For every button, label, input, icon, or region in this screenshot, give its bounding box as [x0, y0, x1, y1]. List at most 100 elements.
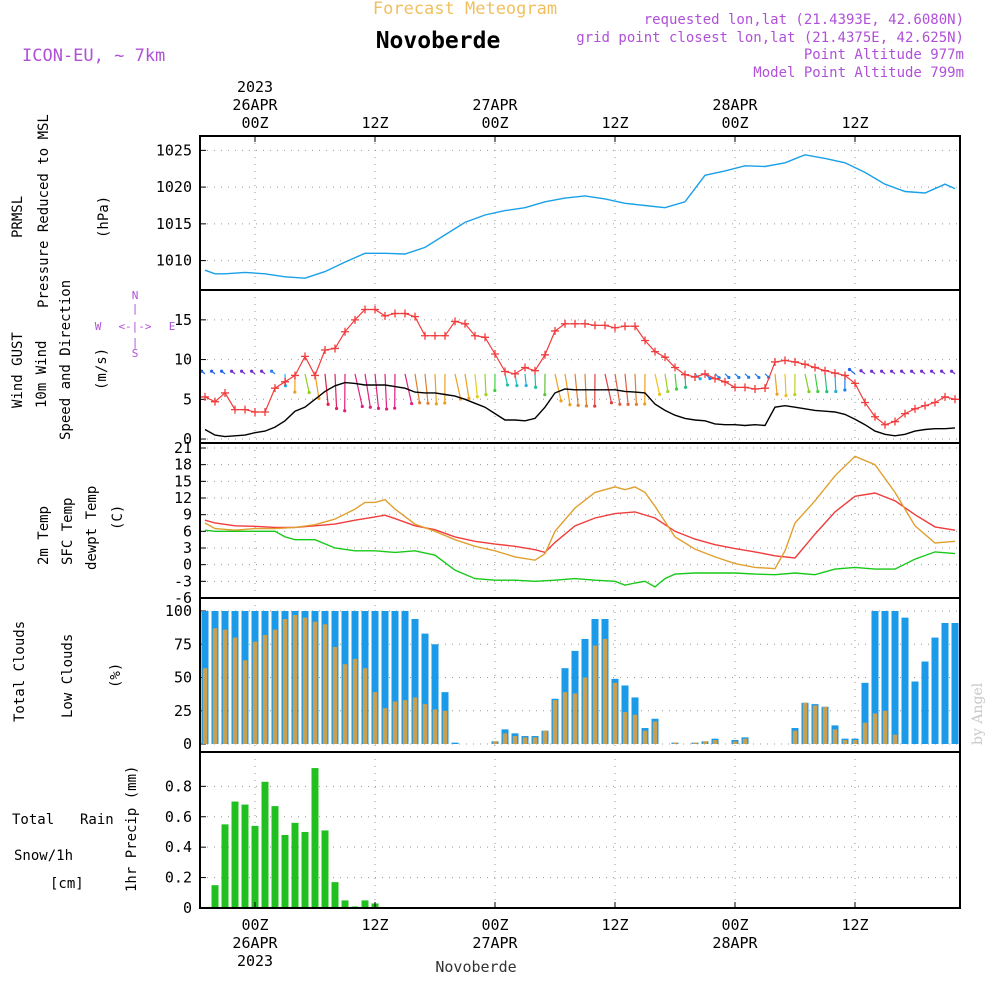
wind-arrow: [314, 373, 320, 399]
wind-frame: [199, 289, 961, 444]
wind-arrow-head: [847, 367, 852, 372]
wind-arrow-head: [698, 377, 702, 381]
wind-arrow: [664, 373, 669, 392]
wind-arrow-head: [807, 389, 811, 394]
gust-marker: [831, 369, 839, 378]
low-cloud-bar: [622, 712, 628, 744]
low-cloud-bar: [272, 629, 278, 744]
low-cloud-bar: [222, 629, 228, 744]
wind-arrow: [624, 373, 629, 405]
wind-arrow-head: [568, 403, 572, 407]
wind-arrow: [554, 373, 562, 402]
y-tick-label: 10: [174, 351, 192, 369]
gust-marker: [741, 383, 749, 392]
x-label-bottom: 00Z: [721, 916, 748, 934]
wind-arrow-head: [534, 385, 538, 389]
total-cloud-bar: [381, 611, 389, 744]
rain-bar: [321, 830, 329, 908]
wind-arrow-head: [334, 406, 339, 411]
low-cloud-bar: [512, 736, 518, 744]
low-cloud-bar: [202, 668, 208, 744]
wind-arrow: [524, 373, 527, 386]
wind-arrow: [374, 373, 380, 409]
low-cloud-bar: [232, 637, 238, 744]
low-cloud-bar: [872, 713, 878, 744]
gust-marker: [871, 412, 879, 421]
rain-bar: [221, 824, 229, 908]
gust-marker: [381, 311, 389, 320]
low-cloud-bar: [252, 641, 258, 744]
low-cloud-bar: [322, 624, 328, 744]
wind-arrow-head: [360, 404, 364, 409]
x-label-bottom: 27APR: [472, 934, 518, 952]
wind-arrow-head: [727, 375, 731, 380]
gust-marker: [731, 383, 739, 392]
low-cloud-bar: [242, 660, 248, 744]
wind-arrow-head: [825, 390, 829, 394]
wind-arrow-head: [576, 403, 580, 407]
y-tick-label: 6: [183, 522, 192, 540]
gust-marker: [841, 371, 849, 380]
wind-arrow-head: [293, 390, 297, 394]
x-label-top: 12Z: [601, 114, 628, 132]
temp-sfc-label: SFC Temp: [60, 498, 76, 565]
gust-marker: [221, 388, 229, 397]
total-cloud-bar: [421, 633, 429, 744]
wind-arrow-head: [657, 392, 662, 396]
wind-arrow: [454, 373, 462, 400]
gust-marker: [571, 319, 579, 328]
low-cloud-bar: [412, 697, 418, 744]
precip-rain-label: Rain: [80, 812, 114, 828]
gust-marker: [911, 404, 919, 413]
wind-speed-line: [204, 381, 956, 438]
compass-e: E: [169, 320, 176, 333]
gust-marker: [361, 305, 369, 314]
rain-bar: [341, 900, 349, 908]
gust-marker: [811, 363, 819, 372]
y-tick-label: 1010: [156, 252, 192, 270]
wind-arrow: [654, 373, 661, 395]
x-label-bottom: 2023: [237, 952, 273, 970]
rain-bar: [241, 804, 249, 908]
gust-marker: [821, 366, 829, 375]
gust-marker: [721, 377, 729, 386]
compass-n: N: [132, 289, 139, 302]
header: Forecast Meteogram Novoberde ICON-EU, ~ …: [22, 0, 986, 976]
wind-arrow: [324, 373, 329, 405]
low-cloud-bar: [562, 692, 568, 744]
low-cloud-bar: [802, 702, 808, 744]
gust-marker: [511, 369, 519, 378]
y-tick-label: 0.8: [165, 777, 192, 795]
wind-gust-line: [204, 308, 956, 426]
wind-arrow: [304, 373, 310, 393]
y-tick-label: 18: [174, 456, 192, 474]
low-cloud-bar: [632, 714, 638, 744]
wind-arrow: [464, 373, 470, 399]
wind-arrow-head: [584, 404, 589, 408]
low-cloud-bar: [312, 621, 318, 744]
total-cloud-bar: [871, 611, 879, 744]
wind-arrow-head: [674, 387, 679, 391]
gridpoint-coords: grid point closest lon,lat (21.4375E, 42…: [576, 30, 964, 46]
wind-arrow-head: [260, 369, 264, 373]
gust-marker: [621, 322, 629, 331]
low-cloud-bar: [822, 706, 828, 744]
gust-marker: [411, 312, 419, 321]
gust-marker: [421, 331, 429, 340]
gust-marker: [541, 350, 549, 359]
gust-marker: [791, 357, 799, 366]
compass-w: W: [95, 320, 102, 333]
gust-marker: [401, 309, 409, 318]
gust-marker: [711, 374, 719, 383]
wind-arrow-head: [343, 409, 347, 413]
wind-arrow-head: [434, 402, 438, 406]
x-label-bottom: 00Z: [241, 916, 268, 934]
gust-marker: [481, 333, 489, 342]
gust-marker: [471, 331, 479, 340]
low-cloud-bar: [882, 710, 888, 744]
plots: 1010101510201025051015-6-303691215182102…: [156, 135, 961, 917]
pressure-line: [204, 154, 956, 279]
low-cloud-bar: [602, 638, 608, 744]
wind-arrow: [414, 373, 421, 403]
